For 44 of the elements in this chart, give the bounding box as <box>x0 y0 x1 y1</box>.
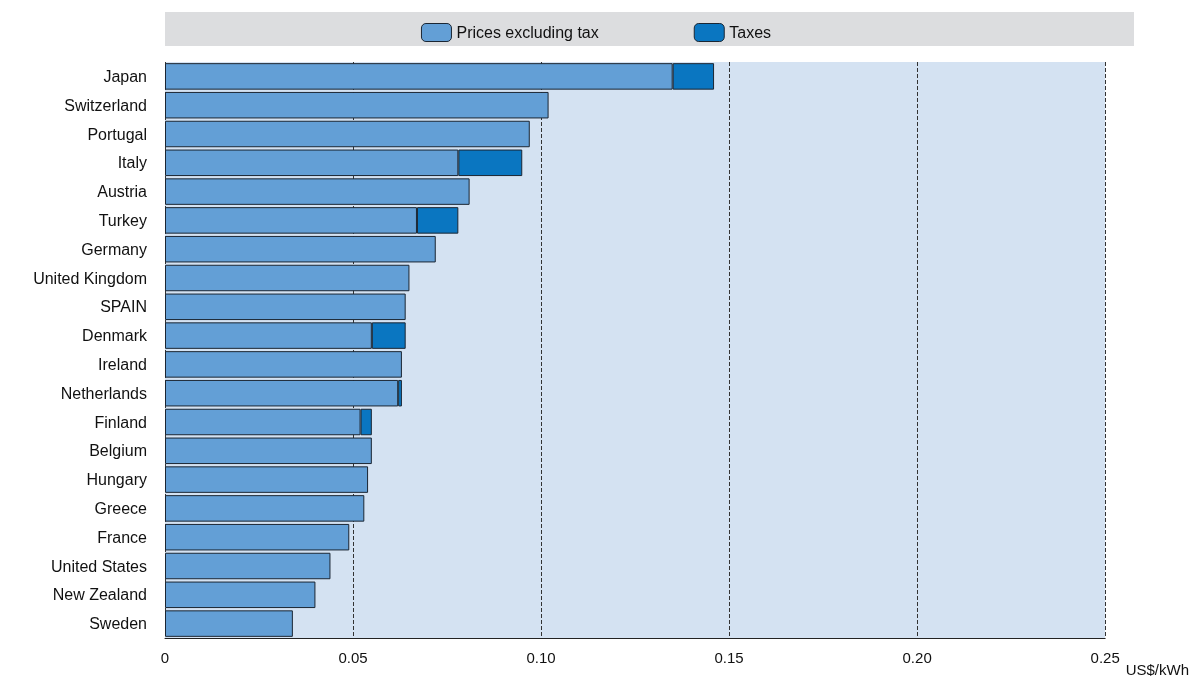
y-tick-label: Denmark <box>82 327 148 345</box>
y-tick-label: New Zealand <box>52 586 147 604</box>
y-tick-label: SPAIN <box>100 298 147 316</box>
bar <box>165 581 316 609</box>
x-tick-label: 0.15 <box>714 649 744 666</box>
y-tick-label: Greece <box>94 499 148 517</box>
bar <box>165 552 331 580</box>
x-axis-title: US$/kWh <box>1125 661 1189 678</box>
y-tick-label: France <box>97 528 148 546</box>
bar <box>165 264 410 292</box>
y-tick-label: Sweden <box>89 615 147 633</box>
y-tick-label: United Kingdom <box>33 269 147 287</box>
x-tick-label: 0.10 <box>526 649 556 666</box>
y-tick-label: Switzerland <box>64 96 147 114</box>
bar <box>165 178 470 205</box>
y-tick-label: Ireland <box>98 355 147 373</box>
legend-label: Prices excluding tax <box>456 24 599 41</box>
y-tick-label: Austria <box>97 183 148 201</box>
bar <box>165 523 350 551</box>
bar <box>165 379 399 407</box>
y-tick-label: Netherlands <box>60 384 147 402</box>
y-tick-label: Finland <box>94 413 147 431</box>
x-tick-label: 0.05 <box>338 649 368 666</box>
bar <box>165 495 365 522</box>
y-tick-label: Hungary <box>86 471 147 489</box>
bar <box>165 91 549 119</box>
y-tick-label: Turkey <box>98 211 147 229</box>
x-tick-label: 0.20 <box>902 649 932 666</box>
x-tick-label: 0.25 <box>1090 649 1120 666</box>
y-tick-label: Belgium <box>89 442 147 460</box>
y-tick-label: Portugal <box>87 125 147 143</box>
bar <box>165 466 369 493</box>
y-tick-label: Germany <box>81 240 147 258</box>
y-tick-label: Italy <box>117 154 147 172</box>
bar <box>165 293 406 321</box>
x-tick-label: 0 <box>160 649 170 666</box>
bar <box>165 120 530 148</box>
bar <box>165 235 436 263</box>
bar <box>165 610 293 637</box>
y-tick-label: Japan <box>103 67 147 85</box>
legend-label: Taxes <box>729 24 772 41</box>
y-tick-label: United States <box>50 557 147 575</box>
bar <box>165 437 372 465</box>
bar <box>165 351 402 378</box>
